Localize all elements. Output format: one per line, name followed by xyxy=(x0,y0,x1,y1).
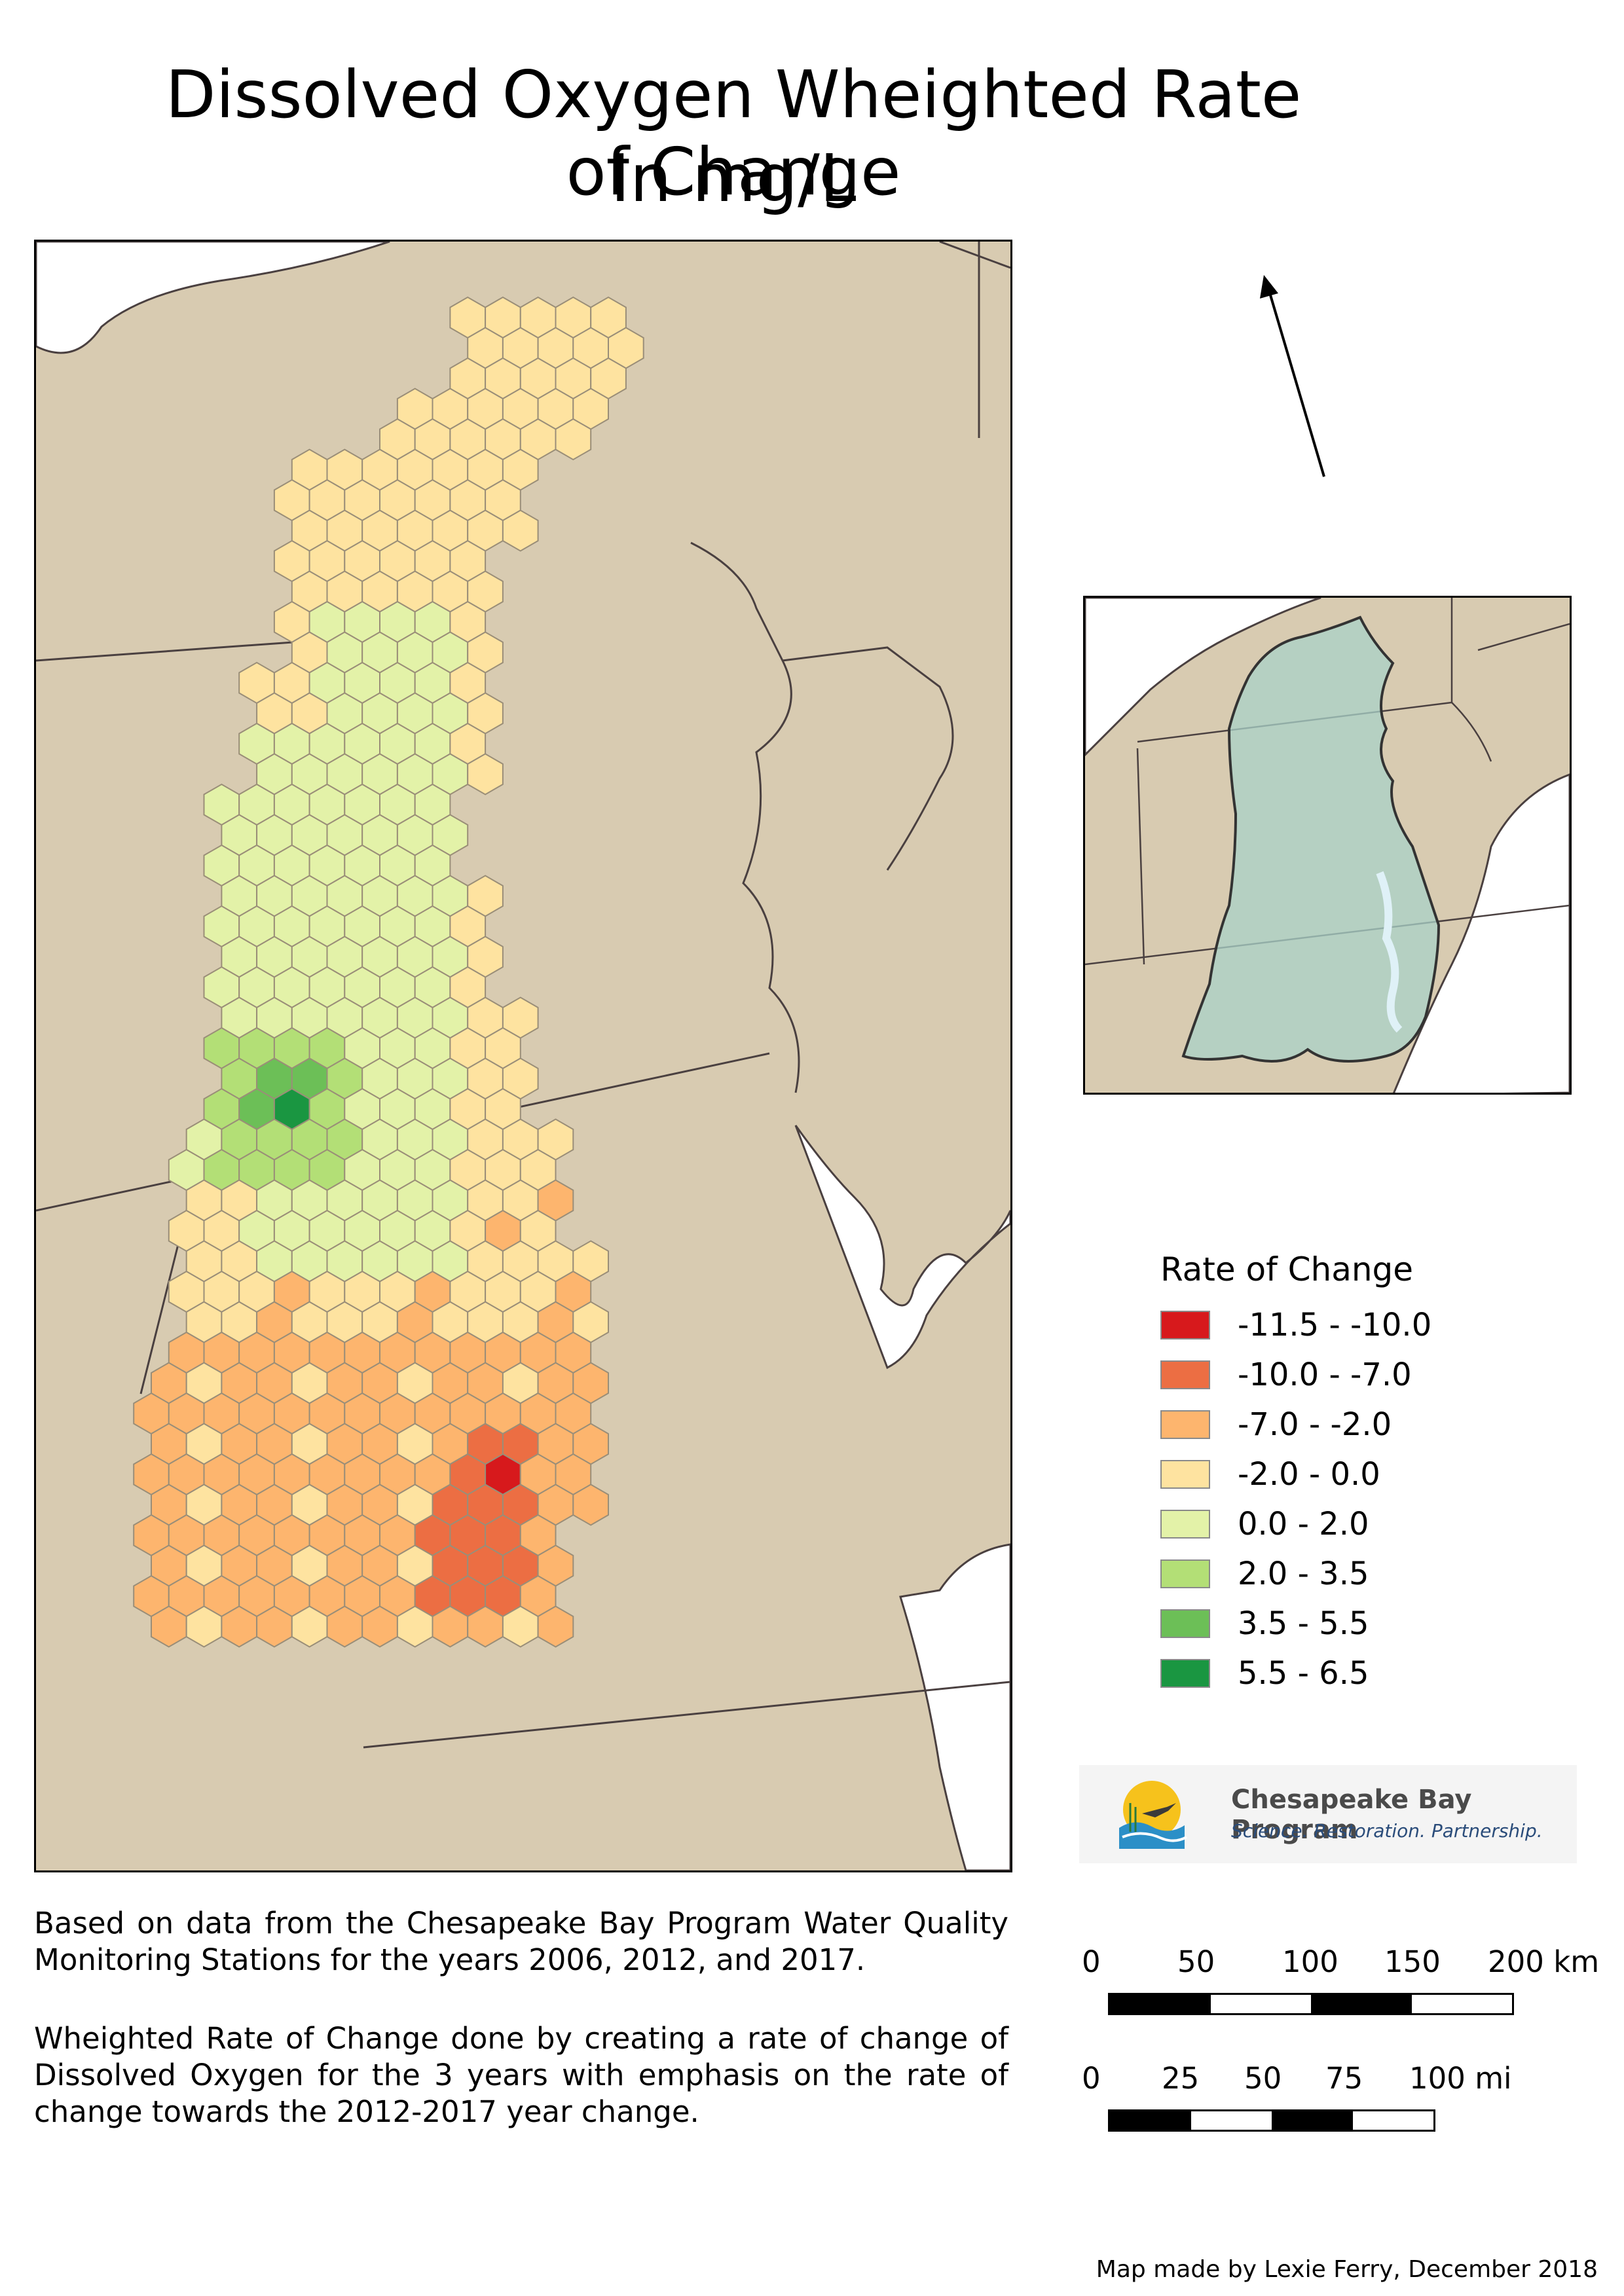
data-source-note: Based on data from the Chesapeake Bay Pr… xyxy=(34,1906,1008,1977)
scale-km-tick: 50 xyxy=(1177,1944,1215,1979)
legend-swatch xyxy=(1160,1360,1210,1389)
scale-mi-tick: 25 xyxy=(1162,2061,1200,2096)
scale-mi-tick: 0 xyxy=(1082,2061,1101,2096)
scale-mi-tick: 100 mi xyxy=(1409,2061,1512,2096)
lake-erie xyxy=(36,242,390,354)
legend-swatch xyxy=(1160,1659,1210,1688)
legend-label: -7.0 - -2.0 xyxy=(1238,1406,1392,1443)
inset-locator-map xyxy=(1083,596,1572,1095)
hex-cell xyxy=(555,418,592,461)
water-bodies xyxy=(36,242,1010,1870)
state-boundaries xyxy=(36,242,1010,1749)
map-credit: Map made by Lexie Ferry, December 2018 xyxy=(1096,2256,1598,2283)
legend-label: 2.0 - 3.5 xyxy=(1238,1556,1369,1592)
legend-item: -10.0 - -7.0 xyxy=(1160,1350,1553,1400)
scale-km-bar xyxy=(1108,1993,1514,2015)
scale-km-tick: 200 km xyxy=(1488,1944,1600,1979)
legend-label: 5.5 - 6.5 xyxy=(1238,1655,1369,1692)
legend-swatch xyxy=(1160,1510,1210,1539)
north-arrow-icon xyxy=(1260,275,1325,477)
sun-heron-icon xyxy=(1119,1781,1187,1849)
legend-item: -2.0 - 0.0 xyxy=(1160,1449,1553,1499)
scale-mi-tick: 50 xyxy=(1244,2061,1282,2096)
legend-label: -2.0 - 0.0 xyxy=(1238,1456,1380,1493)
logo-name: Chesapeake Bay Program xyxy=(1231,1785,1472,1845)
scale-mi-labels: 0 25 50 75 100 mi xyxy=(1082,2061,1512,2100)
scale-km-tick: 0 xyxy=(1082,1944,1101,1979)
legend-label: 0.0 - 2.0 xyxy=(1238,1506,1369,1542)
legend: Rate of Change -11.5 - -10.0 -10.0 - -7.… xyxy=(1160,1250,1553,1698)
legend-label: -10.0 - -7.0 xyxy=(1238,1357,1412,1393)
scale-km-tick: 100 xyxy=(1282,1944,1338,1979)
scale-bar-km: 0 50 100 150 200 km xyxy=(1082,1944,1599,2015)
delaware-bay xyxy=(794,1125,1010,1370)
legend-swatch xyxy=(1160,1609,1210,1638)
legend-label: 3.5 - 5.5 xyxy=(1238,1605,1369,1642)
hex-cell xyxy=(467,753,504,795)
legend-item: -7.0 - -2.0 xyxy=(1160,1400,1553,1449)
legend-item: -11.5 - -10.0 xyxy=(1160,1300,1553,1350)
scale-mi-bar xyxy=(1108,2109,1435,2132)
legend-item: 0.0 - 2.0 xyxy=(1160,1499,1553,1549)
logo-tagline: Science. Restoration. Partnership. xyxy=(1231,1820,1543,1842)
inset-watershed xyxy=(1181,615,1441,1063)
atlantic-ocean xyxy=(899,1543,1010,1870)
map-title: Dissolved Oxygen Wheighted Rate of Chang… xyxy=(165,56,1302,210)
inset-map-graphic xyxy=(1085,598,1570,1093)
scale-mi-tick: 75 xyxy=(1325,2061,1363,2096)
legend-items: -11.5 - -10.0 -10.0 - -7.0 -7.0 - -2.0 -… xyxy=(1160,1300,1553,1698)
hex-cell xyxy=(502,509,539,552)
methodology-note: Wheighted Rate of Change done by creatin… xyxy=(34,2021,1008,2129)
legend-swatch xyxy=(1160,1559,1210,1588)
inset-chesapeake-bay xyxy=(1376,871,1403,1033)
hexagon-cells xyxy=(133,296,644,1648)
hex-grid-map xyxy=(36,242,1010,1870)
legend-swatch xyxy=(1160,1410,1210,1439)
hex-cell xyxy=(537,1605,574,1648)
chesapeake-bay-program-logo: Chesapeake Bay Program Science. Restorat… xyxy=(1079,1765,1577,1863)
scale-km-tick: 150 xyxy=(1384,1944,1441,1979)
legend-swatch xyxy=(1160,1311,1210,1339)
legend-item: 5.5 - 6.5 xyxy=(1160,1649,1553,1698)
map-subtitle: In mg/L xyxy=(610,140,857,217)
legend-title: Rate of Change xyxy=(1160,1250,1414,1288)
scale-km-labels: 0 50 100 150 200 km xyxy=(1082,1944,1599,1984)
legend-item: 3.5 - 5.5 xyxy=(1160,1599,1553,1649)
legend-swatch xyxy=(1160,1460,1210,1489)
hex-cell xyxy=(572,1484,609,1526)
main-map xyxy=(34,240,1012,1872)
legend-label: -11.5 - -10.0 xyxy=(1238,1307,1432,1343)
legend-item: 2.0 - 3.5 xyxy=(1160,1549,1553,1599)
inset-lake xyxy=(1085,598,1321,757)
scale-bar-mi: 0 25 50 75 100 mi xyxy=(1082,2061,1512,2132)
